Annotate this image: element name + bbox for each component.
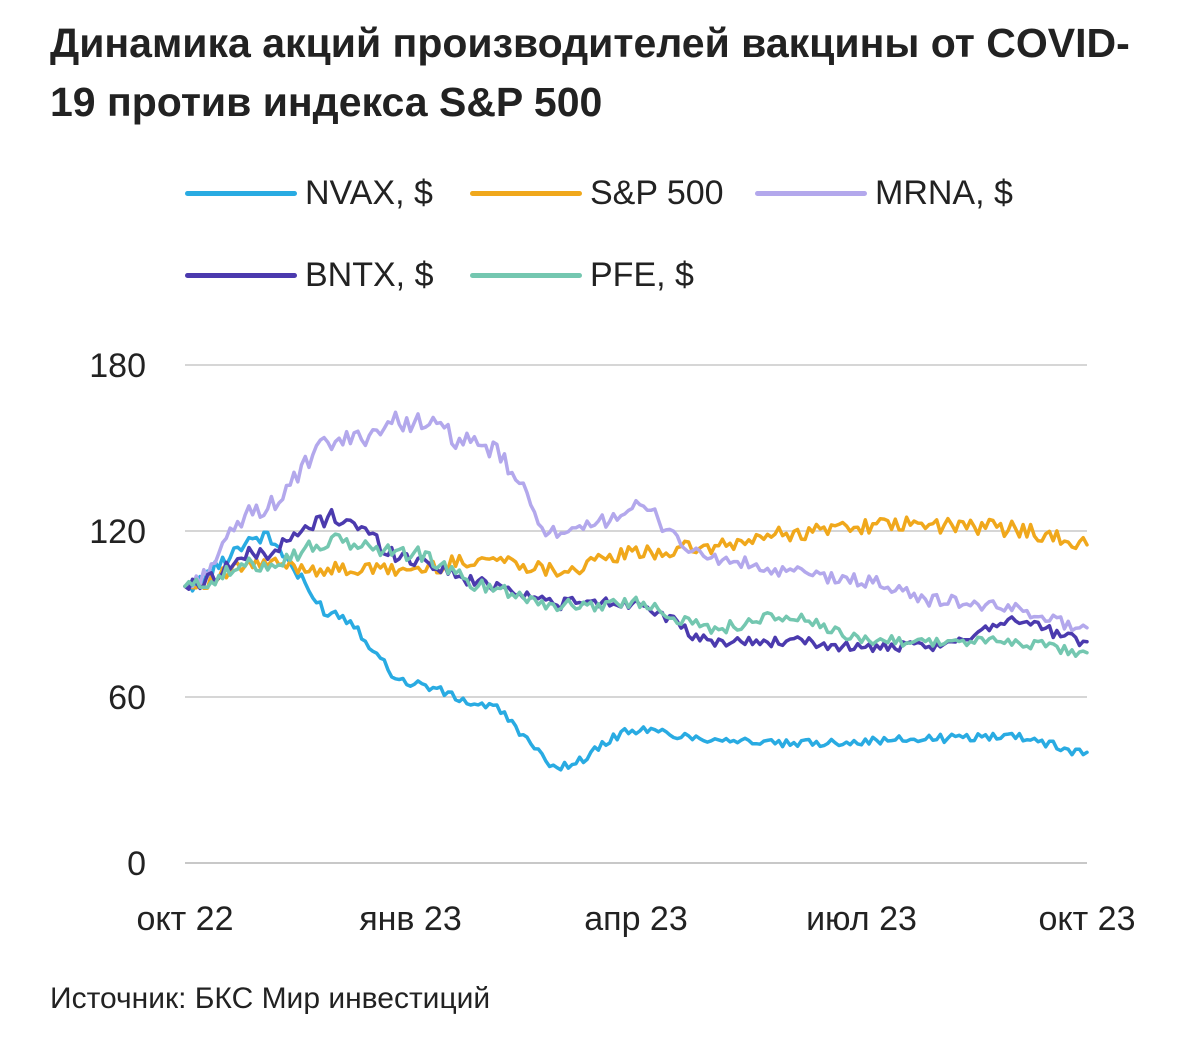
legend-label-sp500: S&P 500 — [590, 173, 724, 212]
legend-item-pfe: PFE, $ — [470, 255, 694, 295]
legend-label-bntx: BNTX, $ — [305, 255, 434, 294]
chart-title: Динамика акций производителей вакцины от… — [50, 20, 1130, 125]
legend-label-nvax: NVAX, $ — [305, 173, 433, 212]
x-tick-label-1: янв 23 — [359, 900, 462, 938]
legend-swatch-mrna — [755, 190, 867, 196]
series-line-nvax — [183, 530, 1089, 772]
legend-item-nvax: NVAX, $ — [185, 173, 433, 213]
y-tick-label-60: 60 — [108, 679, 146, 717]
series-line-mrna — [183, 410, 1089, 633]
legend-swatch-bntx — [185, 272, 297, 278]
series-line-sp500 — [183, 515, 1089, 591]
x-tick-label-2: апр 23 — [584, 900, 688, 938]
legend-label-mrna: MRNA, $ — [875, 173, 1013, 212]
legend-item-sp500: S&P 500 — [470, 173, 724, 213]
x-tick-label-3: июл 23 — [806, 900, 917, 938]
y-tick-label-0: 0 — [127, 845, 146, 883]
x-tick-label-0: окт 22 — [136, 900, 233, 938]
legend-label-pfe: PFE, $ — [590, 255, 694, 294]
legend-item-bntx: BNTX, $ — [185, 255, 433, 295]
x-tick-label-4: окт 23 — [1038, 900, 1135, 938]
legend-item-mrna: MRNA, $ — [755, 173, 1013, 213]
legend-swatch-nvax — [185, 190, 297, 196]
y-tick-label-180: 180 — [89, 347, 146, 385]
legend: NVAX, $ S&P 500 MRNA, $ BNTX, $ PFE, $ — [185, 165, 1085, 315]
y-tick-label-120: 120 — [89, 513, 146, 551]
legend-swatch-sp500 — [470, 190, 582, 196]
series-line-pfe — [183, 532, 1089, 658]
legend-swatch-pfe — [470, 272, 582, 278]
source-note: Источник: БКС Мир инвестиций — [50, 982, 491, 1015]
